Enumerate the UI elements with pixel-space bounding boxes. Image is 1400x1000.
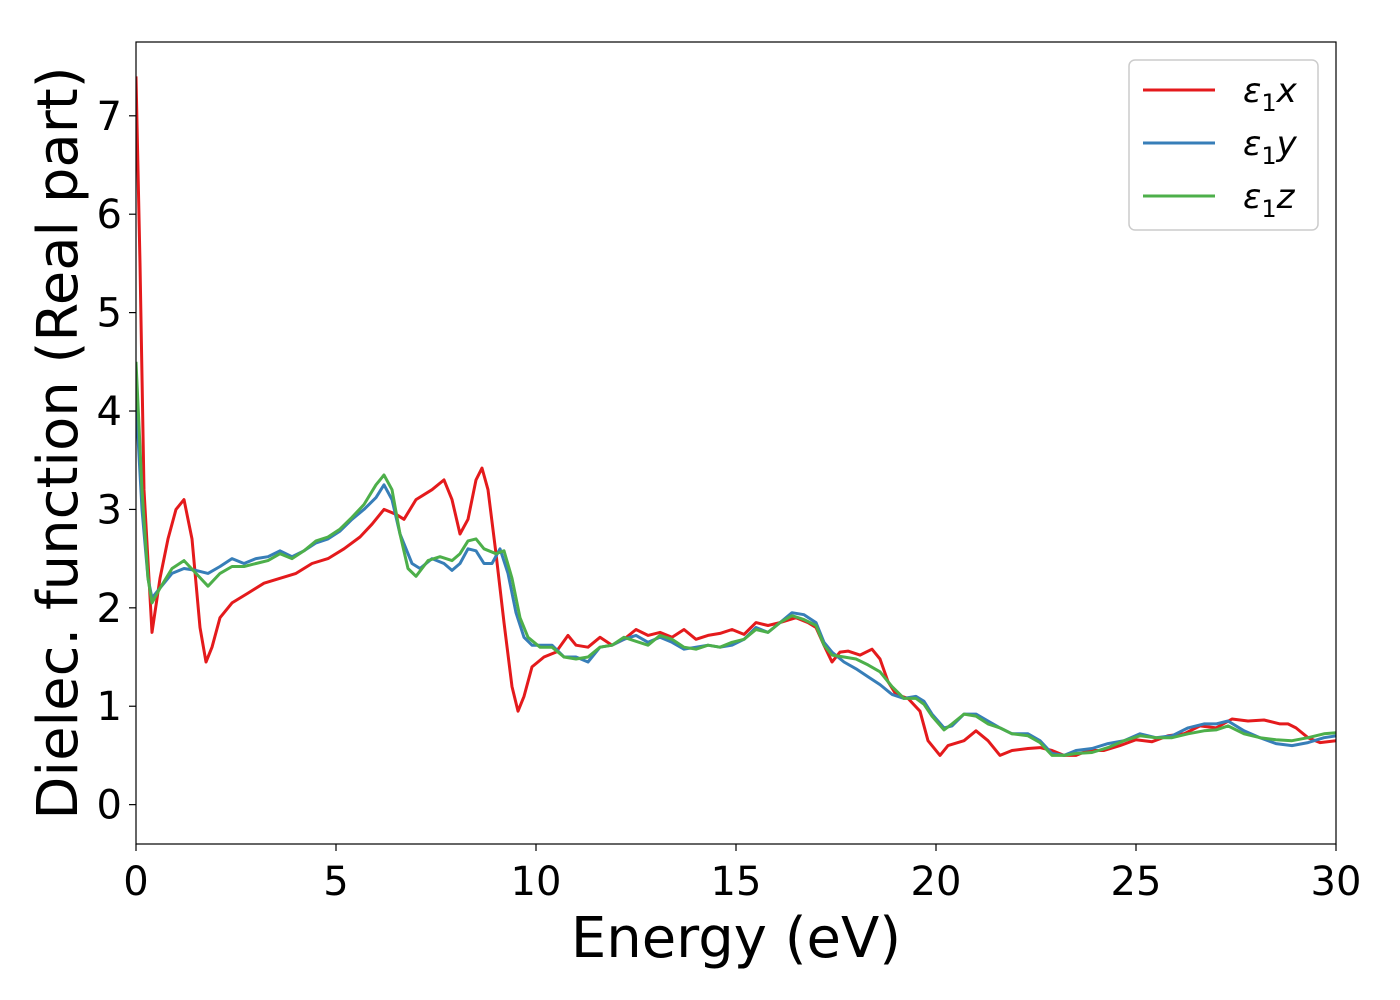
x-tick-label: 0 xyxy=(123,859,148,905)
y-tick-label: 2 xyxy=(97,586,122,632)
y-tick-label: 5 xyxy=(97,291,122,337)
x-axis-label: Energy (eV) xyxy=(571,906,901,971)
x-tick-label: 15 xyxy=(711,859,762,905)
x-axis: 0 5 10 15 20 25 30 xyxy=(123,844,1361,905)
legend: ε1x ε1y ε1z xyxy=(1128,59,1319,231)
y-tick-label: 1 xyxy=(97,684,122,730)
y-tick-label: 6 xyxy=(97,192,122,238)
y-tick-label: 7 xyxy=(97,94,122,140)
x-tick-label: 10 xyxy=(511,859,562,905)
legend-label-z: ε1z xyxy=(1243,177,1296,223)
series-line-z xyxy=(136,361,1336,757)
x-tick-label: 5 xyxy=(323,859,348,905)
x-tick-label: 30 xyxy=(1311,859,1362,905)
y-axis-label: Dielec. function (Real part) xyxy=(26,66,91,819)
legend-label-y: ε1y xyxy=(1243,124,1298,170)
y-axis: 0 1 2 3 4 5 6 7 xyxy=(97,94,136,829)
y-tick-label: 4 xyxy=(97,389,122,435)
x-tick-label: 25 xyxy=(1111,859,1162,905)
x-tick-label: 20 xyxy=(911,859,962,905)
series-layer xyxy=(136,76,1336,757)
y-tick-label: 0 xyxy=(97,783,122,829)
series-line-y xyxy=(136,401,1336,757)
legend-box xyxy=(1128,59,1319,231)
legend-label-x: ε1x xyxy=(1243,71,1298,117)
y-tick-label: 3 xyxy=(97,487,122,533)
